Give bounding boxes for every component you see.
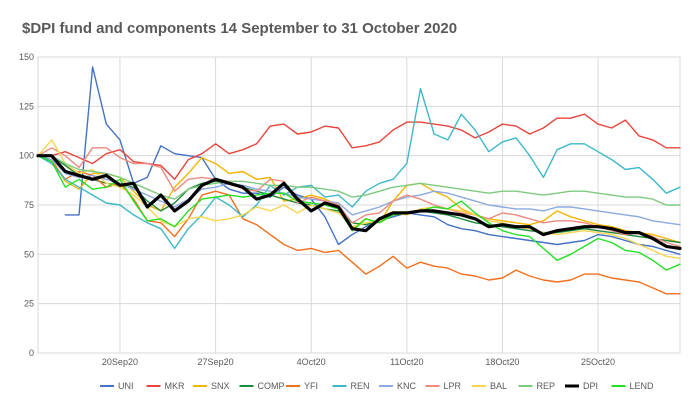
x-tick-label: 27Sep20 — [198, 357, 234, 367]
legend-label-mkr: MKR — [165, 381, 186, 391]
y-tick-label: 50 — [24, 249, 34, 259]
y-tick-label: 125 — [19, 101, 34, 111]
y-tick-label: 0 — [29, 348, 34, 358]
series-line-lpr — [37, 147, 681, 248]
y-tick-label: 75 — [24, 200, 34, 210]
legend-label-comp: COMP — [258, 381, 285, 391]
y-tick-label: 150 — [19, 52, 34, 62]
y-tick-label: 100 — [19, 151, 34, 161]
legend-label-snx: SNX — [211, 381, 230, 391]
legend-label-yfi: YFI — [304, 381, 318, 391]
legend-label-lend: LEND — [630, 381, 655, 391]
x-tick-label: 11Oct20 — [390, 357, 423, 367]
series-line-rep — [37, 155, 681, 206]
x-tick-label: 18Oct20 — [485, 357, 519, 367]
series-line-comp — [37, 155, 681, 244]
legend-label-ren: REN — [351, 381, 370, 391]
legend-label-rep: REP — [537, 381, 556, 391]
gridlines — [37, 56, 681, 354]
series-line-lend — [37, 155, 681, 271]
series-line-mkr — [37, 113, 681, 180]
legend: UNI MKR SNX COMP YFI REN KNC LPR BAL REP DPI LEND — [100, 381, 654, 391]
legend-label-lpr: LPR — [444, 381, 462, 391]
series-line-dpi — [36, 154, 682, 250]
legend-label-knc: KNC — [397, 381, 417, 391]
chart-title: $DPI fund and components 14 September to… — [22, 20, 458, 37]
legend-label-dpi: DPI — [583, 381, 598, 391]
x-tick-label: 4Oct20 — [297, 357, 326, 367]
legend-label-uni: UNI — [118, 381, 134, 391]
y-tick-label: 25 — [24, 299, 34, 309]
axes: 0 25 50 75 100 125 150 20Sep20 27Sep20 4Oct20 11Oc… — [19, 52, 615, 367]
series-line-ren — [37, 87, 681, 250]
series-lines — [36, 66, 682, 295]
series-line-knc — [37, 155, 681, 226]
legend-label-bal: BAL — [490, 381, 507, 391]
x-tick-label: 25Oct20 — [581, 357, 615, 367]
x-tick-label: 20Sep20 — [102, 357, 138, 367]
